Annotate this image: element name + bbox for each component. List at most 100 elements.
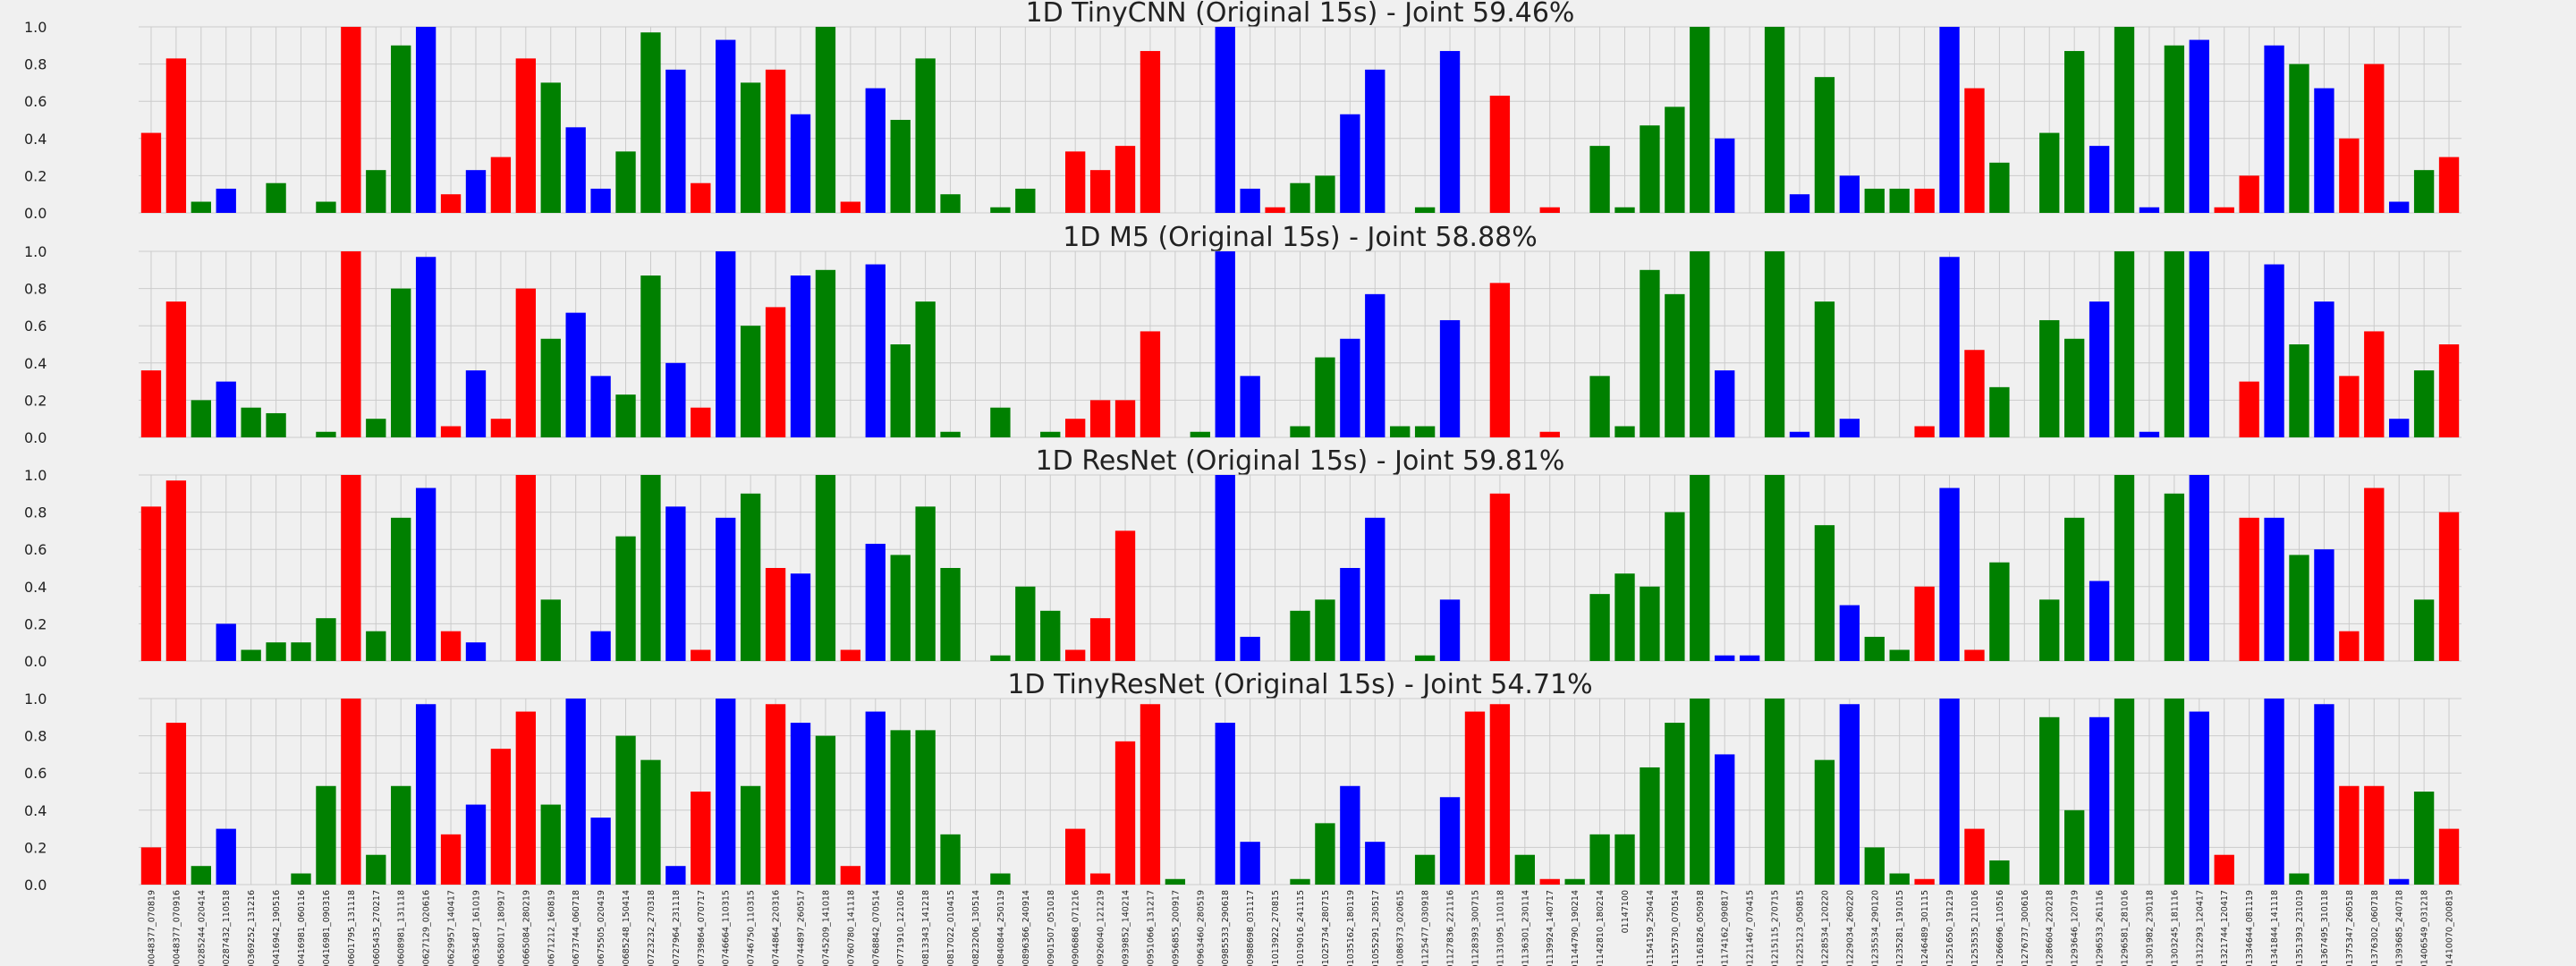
x-tick-label: 00823206_130514 [971,890,981,966]
bar [1640,767,1660,885]
bar [1989,386,2010,437]
bar [1839,605,1860,661]
bar [1764,475,1785,661]
x-tick-label: 00673744_060718 [572,890,581,966]
bar [2063,517,2085,661]
bar [865,88,886,213]
bar [1914,878,1935,885]
bar [615,151,636,213]
bar [1215,27,1235,213]
bar [1215,251,1235,437]
bar [291,642,311,661]
bar [2413,599,2435,661]
bar [1065,649,1086,661]
bar [1690,475,1710,661]
x-tick-label: 00723232_270318 [647,890,657,966]
bar [366,419,386,437]
bar [1914,426,1935,437]
x-tick-label: 00956855_200917 [1171,890,1181,966]
bar [1140,704,1161,885]
y-tick-label: 1.0 [24,19,47,36]
x-tick-label: 00048377_070916 [172,890,182,966]
bar [415,704,436,885]
bar [341,475,361,661]
bar [2264,264,2284,437]
bar [840,201,861,213]
bar [415,487,436,661]
y-tick-label: 0.8 [24,728,47,745]
bar [515,711,537,885]
bar [840,649,861,661]
bar [1964,828,1985,885]
bar [490,749,512,885]
bar [815,27,836,213]
bar [765,568,786,661]
bar [915,506,936,661]
bar [2413,792,2435,885]
bar [1539,207,1560,213]
bar [1640,586,1660,661]
bar [665,69,686,213]
bar [1640,269,1660,437]
bar [391,45,411,213]
bar [665,506,686,661]
bar [341,251,361,437]
x-tick-label: 00745209_141018 [821,890,831,966]
x-tick-label: 01253535_211016 [1970,890,1980,966]
bar [1315,599,1335,661]
x-tick-label: 01276737_300616 [2021,890,2030,966]
bar [2189,251,2209,437]
bar [2413,370,2435,437]
bar [1489,283,1511,437]
bar [1939,257,1960,437]
bar [1789,431,1810,437]
bar [2239,381,2259,437]
bar [1715,138,1735,213]
bar [2089,301,2110,437]
bar [1690,699,1710,885]
x-tick-label: 00727964_231118 [672,890,682,966]
bar [540,804,561,885]
bar [2089,580,2110,661]
x-tick-label: 00926040_121219 [1097,890,1106,966]
bar [1040,610,1061,661]
bar [191,400,211,437]
bar [1764,251,1785,437]
bar [1489,95,1511,214]
bar [740,326,761,437]
x-tick-label: 01334644_081119 [2245,890,2255,966]
bar [2264,517,2284,661]
bar [1315,175,1335,213]
bar [1089,873,1111,885]
y-tick-label: 0.8 [24,504,47,521]
bar [565,127,586,213]
panel-4: 1D TinyResNet (Original 15s) - Joint 54.… [24,669,2462,894]
y-tick-label: 0.4 [24,355,47,372]
bar [2063,51,2085,213]
x-tick-label: 01296581_281016 [2121,890,2131,966]
bar [2289,344,2309,437]
bar [1914,586,1935,661]
panel-title: 1D M5 (Original 15s) - Joint 58.88% [1063,222,1538,253]
bar [940,834,961,885]
x-tick-label: 01125477_030918 [1421,890,1431,966]
bar [366,631,386,661]
bar [2239,175,2259,213]
x-tick-label: 01013922_270815 [1271,890,1281,966]
bar [565,699,586,885]
bar [465,170,487,213]
y-tick-label: 0.4 [24,131,47,148]
bar [216,623,236,661]
x-tick-label: 00840844_250119 [996,890,1006,966]
x-tick-label: 01225123_050815 [1795,890,1805,966]
bar [2114,475,2135,661]
x-tick-label: 00746750_110315 [747,890,757,966]
bar [1140,331,1161,437]
y-tick-label: 0.6 [24,765,47,782]
bar [590,376,611,437]
bar [140,132,162,213]
bar [990,655,1011,661]
bar [316,785,336,885]
bar [465,370,487,437]
